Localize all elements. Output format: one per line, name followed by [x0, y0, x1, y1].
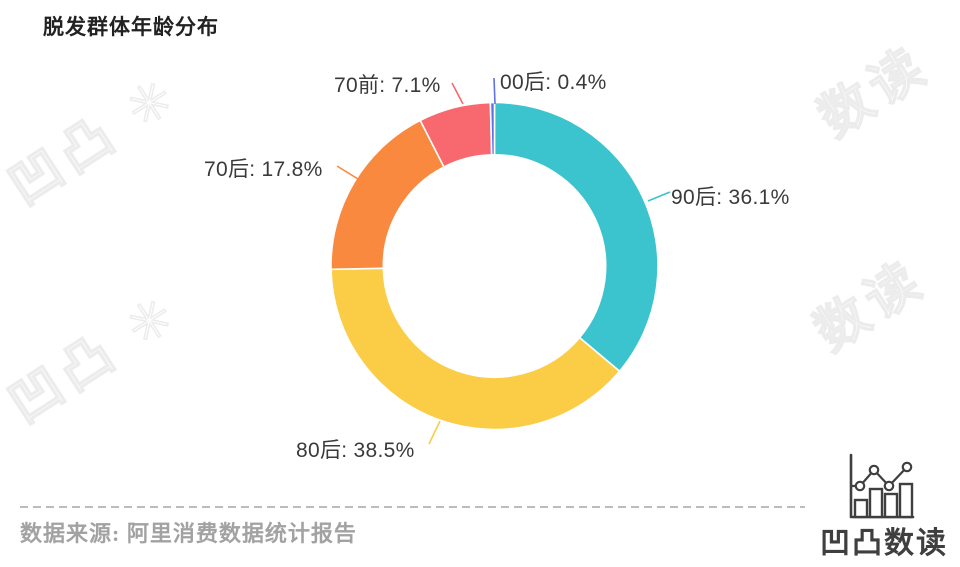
- data-source-text: 数据来源: 阿里消费数据统计报告: [20, 521, 357, 546]
- footer-dashed-divider: [20, 506, 805, 508]
- leader-line-00后: [493, 77, 496, 105]
- slice-label-00s: 00后: 0.4%: [500, 71, 607, 94]
- leader-line-90后: [647, 191, 671, 202]
- donut-slice-00后: [489, 101, 496, 156]
- donut-slice-80后: [330, 267, 621, 431]
- slice-label-70s: 70后: 17.8%: [204, 158, 323, 181]
- brand-logo: 凹凸数读: [818, 445, 948, 560]
- slice-label-70pre: 70前: 7.1%: [334, 74, 441, 97]
- brand-name: 凹凸数读: [820, 527, 948, 560]
- donut-slice-70后: [330, 119, 445, 271]
- leader-line-80后: [428, 420, 441, 445]
- donut-slice-90后: [493, 101, 659, 373]
- leader-line-70前: [451, 82, 464, 105]
- leader-line-70后: [336, 165, 359, 180]
- page-title: 脱发群体年龄分布: [43, 16, 219, 39]
- slice-label-80s: 80后: 38.5%: [296, 439, 415, 462]
- bar-chart-icon: [849, 453, 915, 519]
- slice-label-90s: 90后: 36.1%: [671, 186, 790, 209]
